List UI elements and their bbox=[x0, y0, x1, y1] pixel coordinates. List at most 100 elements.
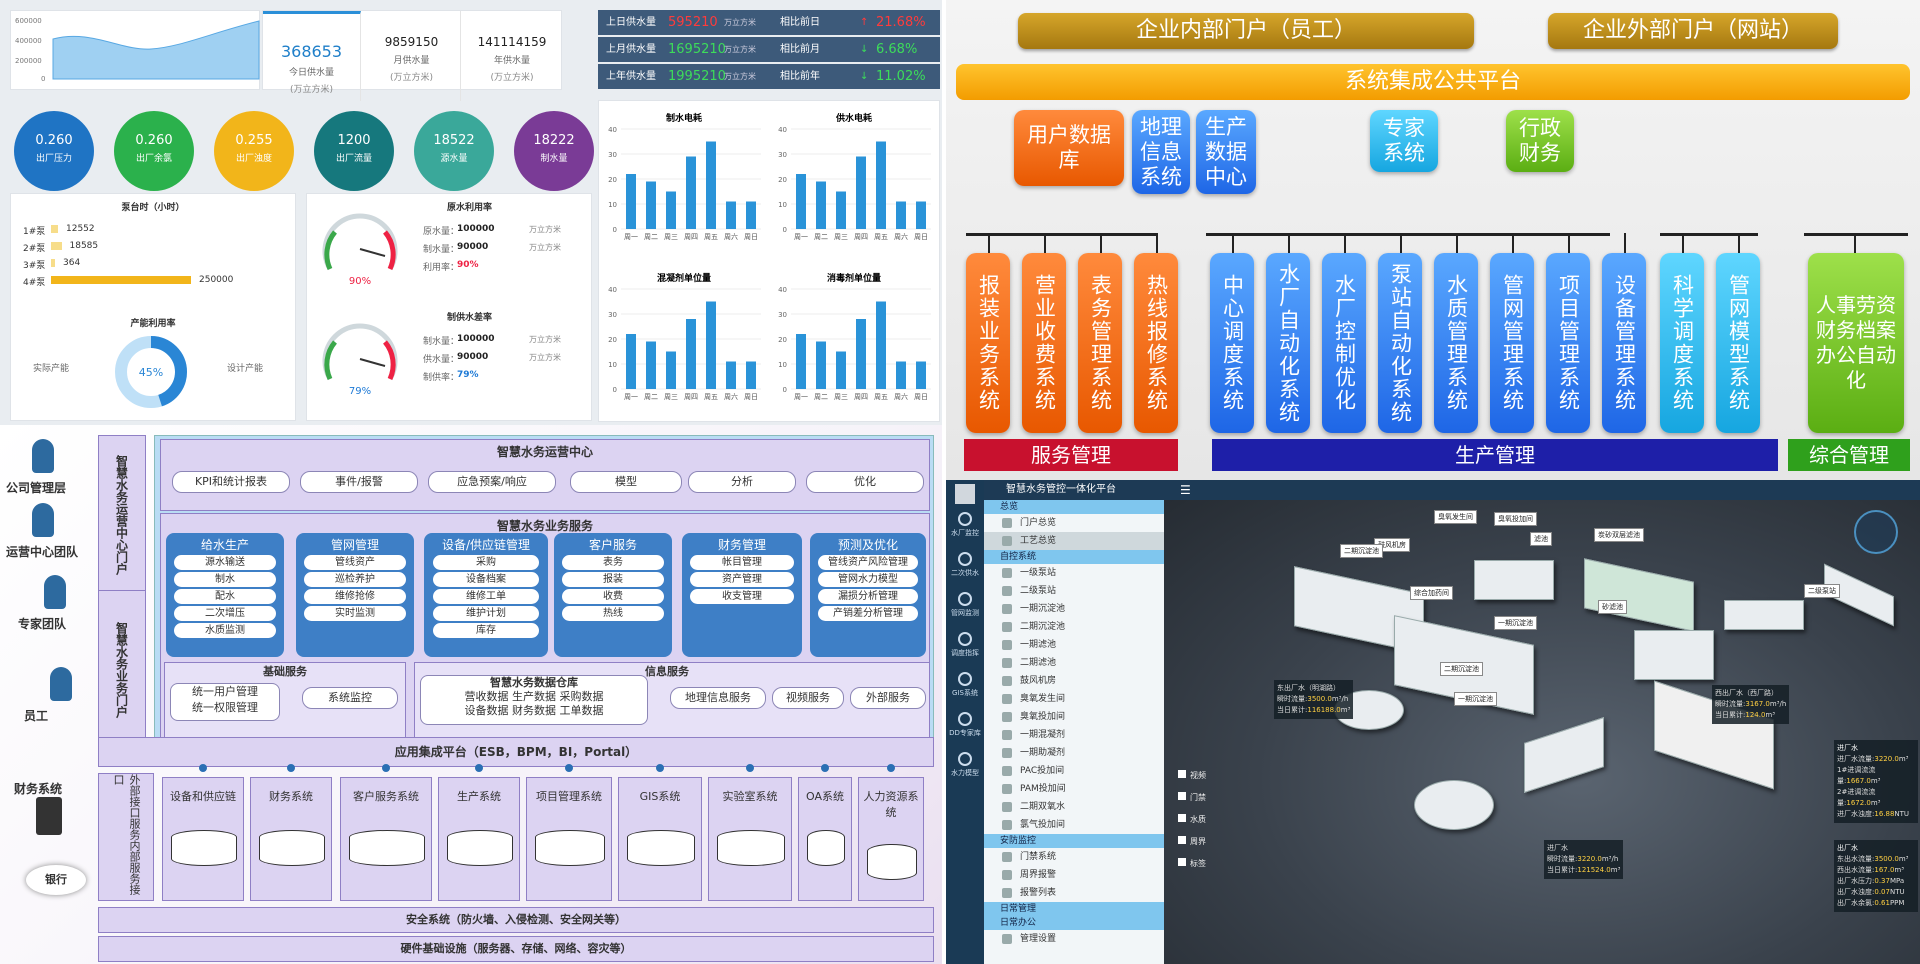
facility-tag[interactable]: 滤池 bbox=[1530, 532, 1552, 546]
production-system[interactable]: 水质管理系统 bbox=[1434, 253, 1478, 433]
menu-item[interactable]: 一期沉淀池 bbox=[984, 600, 1164, 618]
service-item[interactable]: 表务 bbox=[562, 555, 664, 570]
top-module[interactable]: 生产数据中心 bbox=[1196, 110, 1256, 194]
ops-item[interactable]: 应急预案/响应 bbox=[428, 471, 556, 493]
side-nav-item[interactable]: 二次供水 bbox=[946, 548, 984, 588]
service-item[interactable]: 实时监测 bbox=[304, 606, 406, 621]
gis-service[interactable]: 地理信息服务 bbox=[670, 687, 766, 709]
menu-item[interactable]: 一期助凝剂 bbox=[984, 744, 1164, 762]
backend-system[interactable]: GIS系统 bbox=[618, 777, 702, 901]
expert-system[interactable]: 科学调度系统 bbox=[1660, 253, 1704, 433]
ops-item[interactable]: 模型 bbox=[570, 471, 682, 493]
bar[interactable] bbox=[726, 361, 736, 390]
production-system[interactable]: 管网管理系统 bbox=[1490, 253, 1534, 433]
side-nav-item[interactable]: 水厂监控 bbox=[946, 508, 984, 548]
sys-monitor[interactable]: 系统监控 bbox=[302, 687, 398, 709]
layer-toggle[interactable]: 标签 bbox=[1178, 858, 1206, 869]
menu-item[interactable]: 二期沉淀池 bbox=[984, 618, 1164, 636]
metric-circle[interactable]: 0.260 出厂压力 bbox=[14, 111, 94, 191]
service-item[interactable]: 配水 bbox=[174, 589, 276, 604]
layer-toggle[interactable]: 周界 bbox=[1178, 836, 1206, 847]
menu-item[interactable]: 一级泵站 bbox=[984, 564, 1164, 582]
menu-toggle-icon[interactable]: ☰ bbox=[1180, 483, 1191, 497]
service-item[interactable]: 巡检养护 bbox=[304, 572, 406, 587]
menu-item[interactable]: PAC投加间 bbox=[984, 762, 1164, 780]
menu-section[interactable]: 自控系统 bbox=[984, 550, 1164, 564]
bar[interactable] bbox=[726, 201, 736, 230]
service-item[interactable]: 水质监测 bbox=[174, 623, 276, 638]
production-system[interactable]: 泵站自动化系统 bbox=[1378, 253, 1422, 433]
backend-system[interactable]: 财务系统 bbox=[250, 777, 332, 901]
service-system[interactable]: 营业收费系统 bbox=[1022, 253, 1066, 433]
service-item[interactable]: 收支管理 bbox=[690, 589, 794, 604]
top-module[interactable]: 专家系统 bbox=[1370, 110, 1438, 172]
service-item[interactable]: 二次增压 bbox=[174, 606, 276, 621]
backend-system[interactable]: 生产系统 bbox=[438, 777, 520, 901]
facility-tag[interactable]: 二级泵站 bbox=[1804, 584, 1840, 598]
production-system[interactable]: 水厂控制优化 bbox=[1322, 253, 1366, 433]
bar[interactable] bbox=[896, 361, 906, 390]
bar[interactable] bbox=[796, 174, 806, 229]
admin-system[interactable]: 人事劳资财务档案办公自动化 bbox=[1808, 253, 1904, 433]
bar[interactable] bbox=[686, 319, 696, 389]
menu-section[interactable]: 总览 bbox=[984, 500, 1164, 514]
service-item[interactable]: 热线 bbox=[562, 606, 664, 621]
side-nav-item[interactable]: GIS系统 bbox=[946, 668, 984, 708]
facility-tag[interactable]: 臭氧投加间 bbox=[1494, 512, 1537, 526]
ops-item[interactable]: 分析 bbox=[688, 471, 796, 493]
bar[interactable] bbox=[836, 191, 846, 230]
ops-item[interactable]: 事件/报警 bbox=[300, 471, 418, 493]
home-grid-icon[interactable] bbox=[955, 484, 975, 504]
bar[interactable] bbox=[746, 361, 756, 390]
bar[interactable] bbox=[626, 174, 636, 229]
menu-item[interactable]: 门禁系统 bbox=[984, 848, 1164, 866]
ops-item[interactable]: KPI和统计报表 bbox=[172, 471, 290, 493]
facility-tag[interactable]: 砂滤池 bbox=[1598, 600, 1627, 614]
service-item[interactable]: 采购 bbox=[432, 555, 540, 570]
layer-toggle[interactable]: 视频 bbox=[1178, 770, 1206, 781]
layer-toggle[interactable]: 水质 bbox=[1178, 814, 1206, 825]
bar[interactable] bbox=[666, 351, 676, 390]
production-system[interactable]: 水厂自动化系统 bbox=[1266, 253, 1310, 433]
service-item[interactable]: 设备档案 bbox=[432, 572, 540, 587]
ops-item[interactable]: 优化 bbox=[806, 471, 924, 493]
kpi-today[interactable]: 368653 今日供水量 (万立方米) bbox=[263, 11, 361, 101]
menu-item[interactable]: 氯气投加间 bbox=[984, 816, 1164, 834]
menu-item[interactable]: 管理设置 bbox=[984, 930, 1164, 948]
bar[interactable] bbox=[916, 361, 926, 390]
bar[interactable] bbox=[626, 334, 636, 389]
service-item[interactable]: 产销差分析管理 bbox=[818, 606, 918, 621]
service-item[interactable]: 维修工单 bbox=[432, 589, 540, 604]
service-item[interactable]: 维修抢修 bbox=[304, 589, 406, 604]
backend-system[interactable]: 实验室系统 bbox=[708, 777, 792, 901]
service-item[interactable]: 资产管理 bbox=[690, 572, 794, 587]
facility-tag[interactable]: 综合加药间 bbox=[1410, 586, 1453, 600]
menu-item[interactable]: 二期双氧水 bbox=[984, 798, 1164, 816]
bar[interactable] bbox=[646, 341, 656, 390]
service-item[interactable]: 帐目管理 bbox=[690, 555, 794, 570]
bar[interactable] bbox=[746, 201, 756, 230]
user-mgmt[interactable]: 统一用户管理 统一权限管理 bbox=[170, 683, 280, 721]
backend-system[interactable]: 客户服务系统 bbox=[340, 777, 432, 901]
top-module[interactable]: 行政财务 bbox=[1506, 110, 1574, 172]
side-nav-item[interactable]: 调度指挥 bbox=[946, 628, 984, 668]
service-item[interactable]: 维护计划 bbox=[432, 606, 540, 621]
facility-tag[interactable]: 炭砂双层滤池 bbox=[1594, 528, 1644, 542]
facility-tag[interactable]: 二期沉淀池 bbox=[1440, 662, 1483, 676]
video-service[interactable]: 视频服务 bbox=[772, 687, 844, 709]
metric-circle[interactable]: 18522 源水量 bbox=[414, 111, 494, 191]
service-item[interactable]: 源水输送 bbox=[174, 555, 276, 570]
production-system[interactable]: 中心调度系统 bbox=[1210, 253, 1254, 433]
service-item[interactable]: 管线资产 bbox=[304, 555, 406, 570]
ext-service[interactable]: 外部服务 bbox=[850, 687, 926, 709]
layer-toggle[interactable]: 门禁 bbox=[1178, 792, 1206, 803]
backend-system[interactable]: 人力资源系统 bbox=[858, 777, 924, 901]
metric-circle[interactable]: 1200 出厂流量 bbox=[314, 111, 394, 191]
service-item[interactable]: 库存 bbox=[432, 623, 540, 638]
menu-section[interactable]: 安防监控 bbox=[984, 834, 1164, 848]
metric-circle[interactable]: 0.260 出厂余氯 bbox=[114, 111, 194, 191]
plant-3d-view[interactable]: 臭氧发生间 鼓风机房 臭氧投加间 滤池 炭砂双层滤池 二期沉淀池 综合加药间 砂滤池 二级泵站一… bbox=[1164, 500, 1920, 964]
bar[interactable] bbox=[916, 201, 926, 230]
menu-item[interactable]: 工艺总览 bbox=[984, 532, 1164, 550]
bar[interactable] bbox=[796, 334, 806, 389]
